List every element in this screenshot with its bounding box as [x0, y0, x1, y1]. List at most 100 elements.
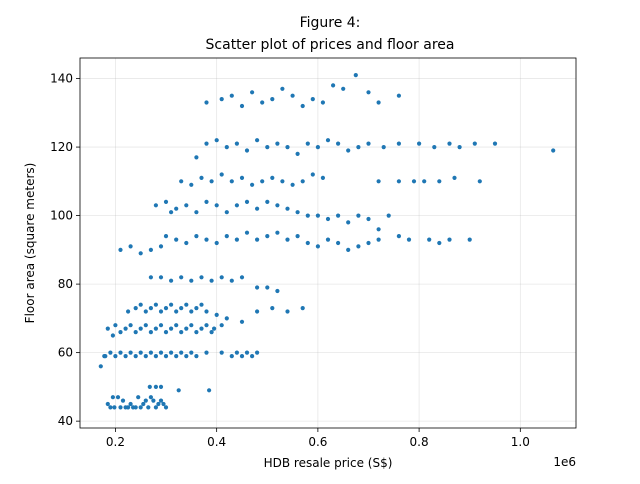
data-point	[209, 179, 214, 184]
x-tick-label: 0.6	[308, 435, 327, 449]
data-point	[346, 148, 351, 153]
data-point	[212, 326, 217, 331]
data-point	[123, 326, 128, 331]
data-point	[174, 309, 179, 314]
data-point	[108, 405, 113, 410]
data-point	[204, 237, 209, 242]
data-point	[194, 234, 199, 239]
data-point	[153, 384, 158, 389]
data-point	[219, 97, 224, 102]
plot-frame	[79, 57, 577, 429]
x-tick-label: 1.0	[511, 435, 530, 449]
data-point	[163, 405, 169, 410]
data-point	[207, 388, 212, 393]
data-point	[204, 350, 209, 355]
data-point	[396, 141, 401, 146]
data-point	[133, 354, 138, 359]
data-point	[290, 93, 295, 98]
data-point	[174, 354, 179, 359]
data-point	[255, 350, 260, 355]
data-point	[194, 306, 199, 311]
data-point	[179, 350, 184, 355]
data-point	[260, 179, 265, 184]
data-point	[376, 179, 381, 184]
data-point	[411, 179, 417, 184]
data-point	[270, 306, 275, 311]
data-point	[115, 395, 121, 400]
data-point	[214, 203, 219, 208]
grid-layer	[80, 58, 576, 428]
data-point	[255, 237, 260, 242]
data-point	[229, 93, 234, 98]
data-point	[280, 179, 285, 184]
data-point	[255, 285, 260, 290]
data-point	[141, 401, 146, 407]
data-point	[169, 326, 174, 331]
data-point	[214, 138, 219, 143]
data-point	[169, 350, 174, 355]
data-point	[229, 354, 234, 359]
data-point	[315, 145, 320, 150]
data-point	[366, 90, 371, 95]
y-tick-label: 40	[58, 414, 73, 428]
data-point	[189, 323, 194, 328]
data-point	[320, 100, 325, 105]
data-point	[128, 350, 133, 355]
data-point	[204, 309, 209, 314]
data-point	[128, 323, 133, 328]
data-point	[199, 302, 204, 307]
x-axis-label: HDB resale price (S$)	[264, 456, 393, 470]
data-point	[244, 148, 250, 153]
data-point	[118, 247, 123, 252]
data-point	[336, 213, 341, 218]
data-point	[280, 86, 285, 91]
data-point	[295, 151, 300, 156]
data-point	[376, 237, 381, 242]
data-point	[169, 278, 174, 283]
data-point	[396, 234, 401, 239]
data-point	[229, 278, 234, 283]
data-point	[300, 179, 305, 184]
data-point	[244, 199, 250, 204]
data-point	[285, 237, 290, 242]
data-point	[260, 100, 265, 105]
data-point	[143, 323, 148, 328]
data-point	[163, 306, 169, 311]
data-point	[381, 145, 386, 150]
data-point	[452, 175, 457, 180]
data-point	[158, 323, 164, 328]
data-point	[386, 213, 391, 218]
data-point	[194, 155, 199, 160]
data-point	[108, 350, 113, 355]
data-point	[325, 237, 331, 242]
data-points	[98, 73, 556, 410]
data-point	[133, 330, 138, 335]
data-point	[143, 398, 148, 403]
data-point	[366, 216, 371, 222]
data-point	[158, 309, 164, 314]
data-point	[255, 138, 260, 143]
data-point	[336, 141, 341, 146]
data-point	[113, 354, 118, 359]
data-point	[158, 244, 164, 249]
axis-ticks: 0.2 0.4 0.6 0.8 1.0 40 60 80 100 120 140	[50, 72, 530, 449]
data-point	[133, 405, 138, 410]
data-point	[472, 141, 477, 146]
data-point	[153, 302, 158, 307]
data-point	[353, 73, 358, 78]
data-point	[376, 227, 381, 232]
data-point	[417, 141, 422, 146]
data-point	[153, 203, 158, 208]
data-point	[239, 319, 245, 324]
data-point	[275, 203, 280, 208]
data-point	[184, 240, 189, 246]
x-tick-label: 0.8	[410, 435, 429, 449]
data-point	[110, 333, 115, 338]
y-axis-label: Floor area (square meters)	[23, 163, 37, 324]
data-point	[189, 309, 194, 314]
data-point	[120, 398, 126, 403]
data-point	[204, 100, 209, 105]
data-point	[123, 354, 128, 359]
data-point	[422, 179, 427, 184]
data-point	[136, 395, 141, 400]
